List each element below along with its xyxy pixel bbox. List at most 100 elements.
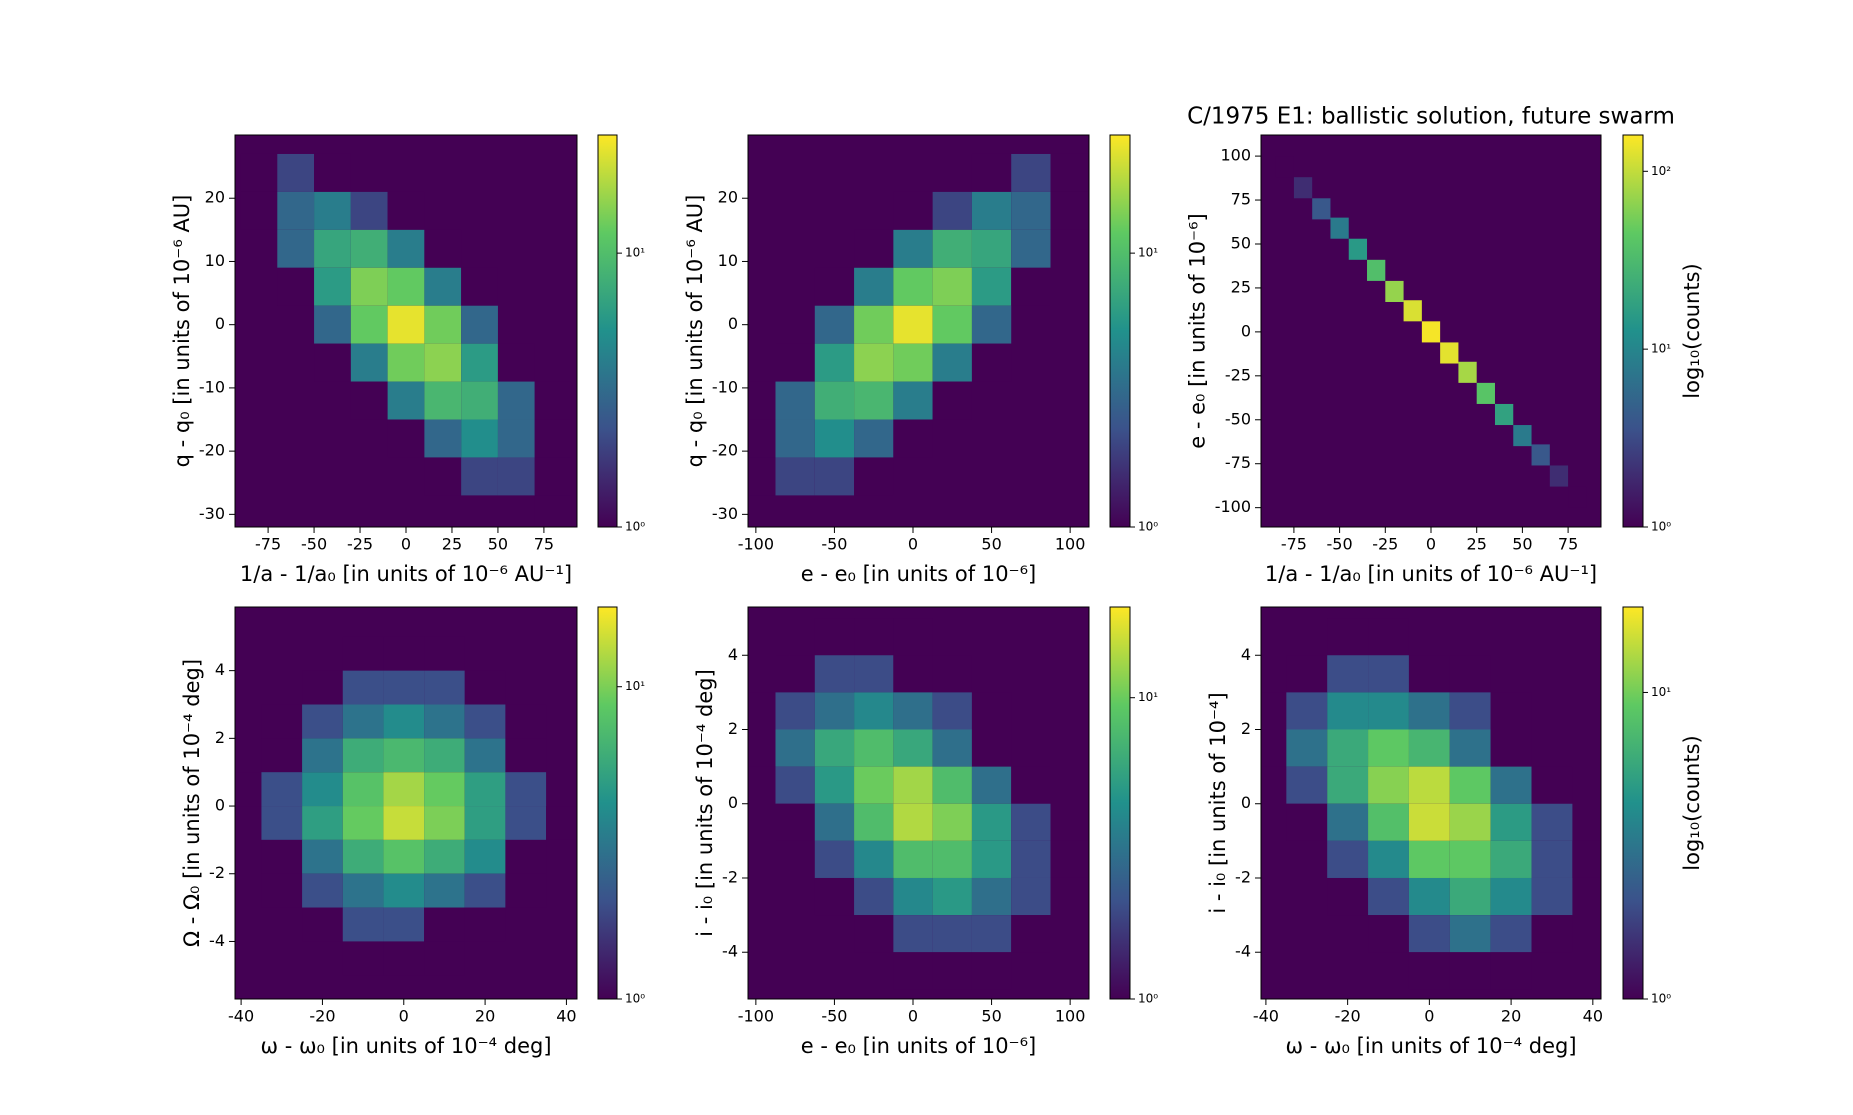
hex-cell <box>350 305 388 344</box>
hex-cell <box>854 419 894 458</box>
hex-cell <box>893 267 933 306</box>
hex-cell <box>1490 877 1532 916</box>
x-tick-label: -100 <box>738 535 774 554</box>
axes-frame <box>747 134 1090 528</box>
hex-cell <box>932 840 972 878</box>
hex-cell <box>383 907 425 942</box>
hex-cell <box>748 729 776 767</box>
hex-cell <box>814 343 855 382</box>
x-tick-label: -25 <box>347 535 373 554</box>
hex-cell <box>893 840 933 878</box>
hex-cell <box>814 381 855 420</box>
x-axis-label: ω - ω₀ [in units of 10⁻⁴ deg] <box>1285 1034 1576 1058</box>
hex-cell <box>505 806 547 840</box>
x-tick-label: -75 <box>1281 535 1307 554</box>
x-tick-label: 20 <box>1501 1007 1521 1026</box>
hex-cell <box>1286 803 1328 841</box>
hex-cell <box>932 952 972 990</box>
hex-cell <box>1408 655 1450 693</box>
hex-cell <box>1286 692 1328 730</box>
x-tick-label: -50 <box>301 535 327 554</box>
hex-cell <box>932 877 972 916</box>
hex-cell <box>1286 729 1328 767</box>
hex-cell <box>424 738 465 773</box>
hex-cell <box>302 670 343 705</box>
hex-cell <box>1327 840 1369 878</box>
cells <box>748 153 1089 527</box>
hex-cell <box>383 873 425 908</box>
hex-cell <box>277 153 315 192</box>
y-axis-label: i - i₀ [in units of 10⁻⁴ deg] <box>693 669 717 937</box>
hex-cell <box>277 191 315 230</box>
x-tick-label: -25 <box>1372 535 1398 554</box>
hex-cell <box>893 766 933 804</box>
y-tick-label: -10 <box>199 377 225 396</box>
y-tick-label: 0 <box>728 314 738 333</box>
hex-cell <box>971 191 1012 230</box>
colorbar-tick-label: 10⁰ <box>625 992 645 1006</box>
hex-cell <box>383 806 425 840</box>
hex-cell <box>342 670 384 705</box>
hex-cell <box>971 153 1012 192</box>
hex-cell <box>1408 692 1450 730</box>
hex-cell <box>1490 915 1532 953</box>
hex-cell <box>424 873 465 908</box>
x-axis-label: ω - ω₀ [in units of 10⁻⁴ deg] <box>260 1034 551 1058</box>
hex-cell <box>1449 692 1491 730</box>
y-tick-label: 2 <box>215 728 225 747</box>
y-tick-label: -30 <box>199 504 225 523</box>
hex-cell <box>497 343 535 382</box>
hex-cell <box>932 267 972 306</box>
hex-cell <box>1348 238 1368 260</box>
hex-cell <box>932 655 972 693</box>
hex-cell <box>387 343 425 382</box>
hex-cell <box>342 907 384 942</box>
hex-cell <box>464 738 506 773</box>
hex-cell <box>342 772 384 807</box>
hex-cell <box>302 806 343 840</box>
hex-cell <box>424 457 462 496</box>
hex-cell <box>342 873 384 908</box>
hex-cell <box>971 840 1012 878</box>
x-tick-label: -50 <box>821 535 847 554</box>
hex-cell <box>814 766 855 804</box>
hex-cell <box>350 229 388 268</box>
hex-cell <box>1531 803 1573 841</box>
hex-cell <box>314 153 351 192</box>
hex-cell <box>314 305 351 344</box>
y-tick-label: 20 <box>205 188 225 207</box>
x-tick-label: 40 <box>1583 1007 1603 1026</box>
hex-cell <box>775 343 815 382</box>
hex-cell <box>461 381 498 420</box>
hex-cell <box>302 704 343 739</box>
y-tick-label: 2 <box>728 719 738 738</box>
hex-cell <box>342 636 384 671</box>
hex-cell <box>854 305 894 344</box>
hex-cell <box>1011 229 1051 268</box>
cells <box>235 636 577 976</box>
hex-cell <box>854 229 894 268</box>
colorbar-tick-label: 10¹ <box>1138 246 1158 260</box>
hex-cell <box>1421 321 1441 343</box>
axes-frame <box>1260 606 1602 1000</box>
hex-cell <box>814 803 855 841</box>
hex-cell <box>893 655 933 693</box>
hex-cell <box>932 915 972 953</box>
hex-cell <box>854 803 894 841</box>
hex-cell <box>1286 655 1328 693</box>
y-tick-label: -4 <box>722 942 738 961</box>
hex-cell <box>424 670 465 705</box>
hex-cell <box>342 839 384 874</box>
hex-cell <box>854 766 894 804</box>
hex-cell <box>1367 259 1386 281</box>
x-tick-label: 100 <box>1055 1007 1086 1026</box>
hex-cell <box>748 692 776 730</box>
hex-cell <box>814 655 855 693</box>
hex-cell <box>240 153 278 192</box>
y-tick-label: 10 <box>718 251 738 270</box>
hex-cell <box>383 839 425 874</box>
hex-cell <box>893 229 933 268</box>
hex-cell <box>893 618 933 656</box>
hex-cell <box>424 704 465 739</box>
